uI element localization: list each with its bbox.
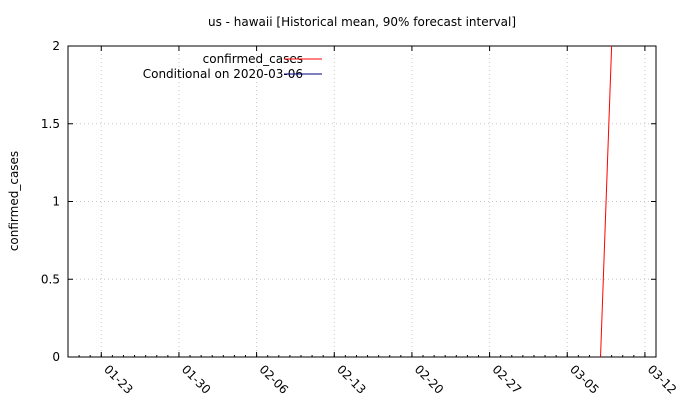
x-tick-label: 01-30: [179, 362, 214, 397]
x-tick-label: 01-23: [101, 362, 136, 397]
grid-lines: [68, 46, 656, 357]
chart-title: us - hawaii [Historical mean, 90% foreca…: [208, 15, 516, 29]
legend-label-0: confirmed_cases: [203, 52, 303, 66]
x-tick-label: 03-12: [645, 362, 680, 397]
y-tick-label: 1: [52, 195, 60, 209]
series-group: [600, 46, 613, 357]
y-tick-label: 2: [52, 39, 60, 53]
y-tick-label: 0: [52, 350, 60, 364]
y-tick-label: 0.5: [41, 272, 60, 286]
x-tick-label: 02-20: [412, 362, 447, 397]
y-axis-label: confirmed_cases: [7, 151, 21, 251]
x-tick-label: 02-13: [334, 362, 369, 397]
y-axis: 0 0.5 1 1.5 2: [41, 39, 656, 364]
legend-label-1: Conditional on 2020-03-06: [143, 67, 303, 81]
x-tick-label: 03-05: [567, 362, 602, 397]
y-tick-label: 1.5: [41, 117, 60, 131]
x-tick-label: 02-27: [489, 362, 524, 397]
series-line-0: [600, 46, 613, 357]
x-tick-label: 02-06: [256, 362, 291, 397]
x-axis: 01-23 01-30 02-06 02-13 02-20 02-27 03-05 03-12: [78, 46, 680, 397]
